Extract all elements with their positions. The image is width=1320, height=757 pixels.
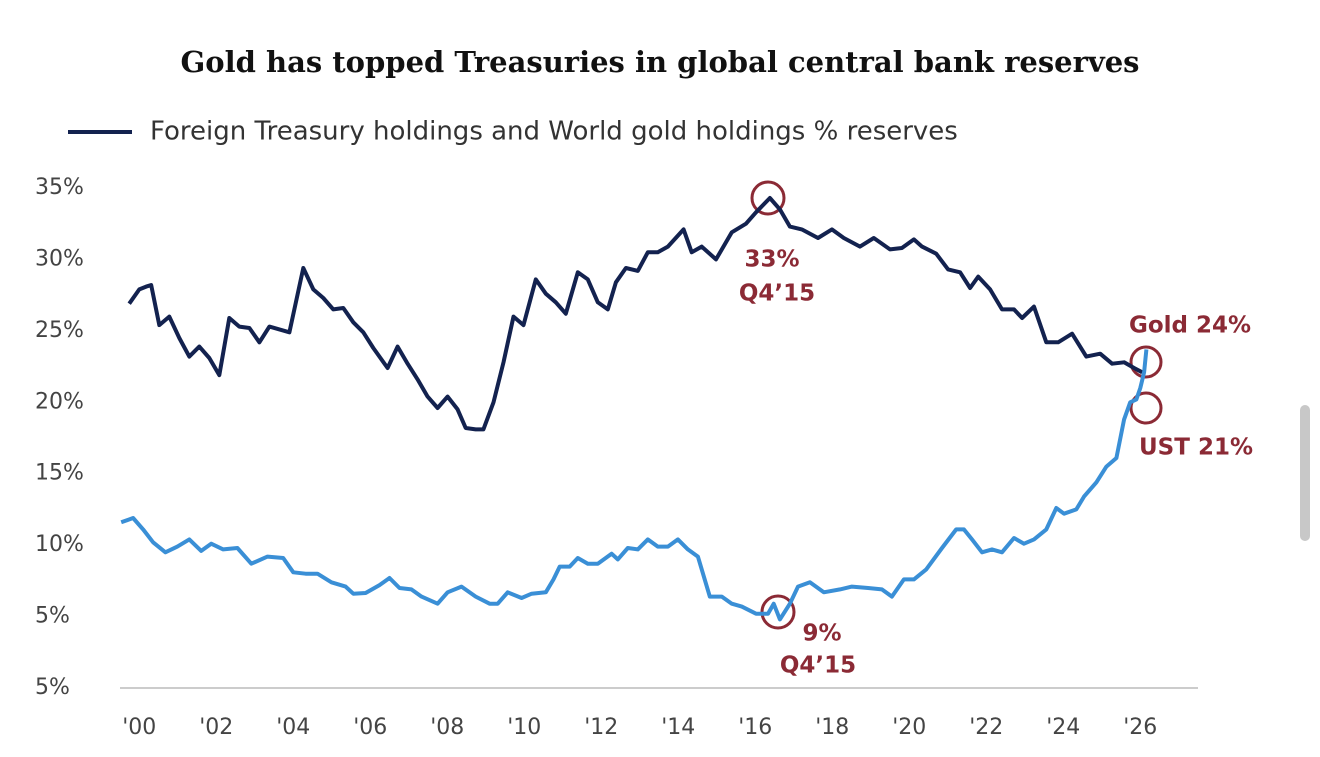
x-tick-label: '14: [661, 715, 695, 740]
scrollbar[interactable]: [1300, 405, 1310, 541]
x-tick-label: '06: [353, 715, 387, 740]
x-tick-label: '20: [892, 715, 926, 740]
highlight-circle: [1129, 345, 1163, 379]
annotation: Q4’15: [780, 653, 856, 679]
x-tick-label: '26: [1123, 715, 1157, 740]
highlight-circle: [1129, 391, 1163, 425]
series-line: [120, 349, 1149, 622]
x-tick-label: '16: [738, 715, 772, 740]
y-tick-label: 25%: [35, 318, 84, 343]
x-tick-label: '00: [122, 715, 156, 740]
y-tick-label: 5%: [35, 604, 70, 629]
annotation: 9%: [802, 621, 841, 647]
x-tick-label: '18: [815, 715, 849, 740]
x-tick-label: '10: [507, 715, 541, 740]
chart-title: Gold has topped Treasuries in global cen…: [180, 45, 1139, 79]
y-tick-label: 15%: [35, 461, 84, 486]
highlight-circle: [750, 180, 786, 216]
y-tick-label: 20%: [35, 389, 84, 414]
highlight-circles: [750, 180, 1163, 630]
series-line: [127, 196, 1144, 432]
x-tick-label: '08: [430, 715, 464, 740]
legend-label: Foreign Treasury holdings and World gold…: [150, 117, 958, 147]
annotation: Gold 24%: [1129, 313, 1251, 339]
annotation: 33%: [744, 247, 799, 273]
x-tick-label: '04: [276, 715, 310, 740]
x-tick-label: '12: [584, 715, 618, 740]
annotation: UST 21%: [1139, 435, 1253, 461]
y-tick-label: 10%: [35, 532, 84, 557]
y-tick-label: 30%: [35, 246, 84, 271]
y-tick-label: 35%: [35, 175, 84, 200]
annotation: Q4’15: [739, 281, 815, 307]
y-tick-label: 5%: [35, 675, 70, 700]
x-tick-label: '22: [969, 715, 1003, 740]
x-tick-label: '02: [199, 715, 233, 740]
x-tick-label: '24: [1046, 715, 1080, 740]
